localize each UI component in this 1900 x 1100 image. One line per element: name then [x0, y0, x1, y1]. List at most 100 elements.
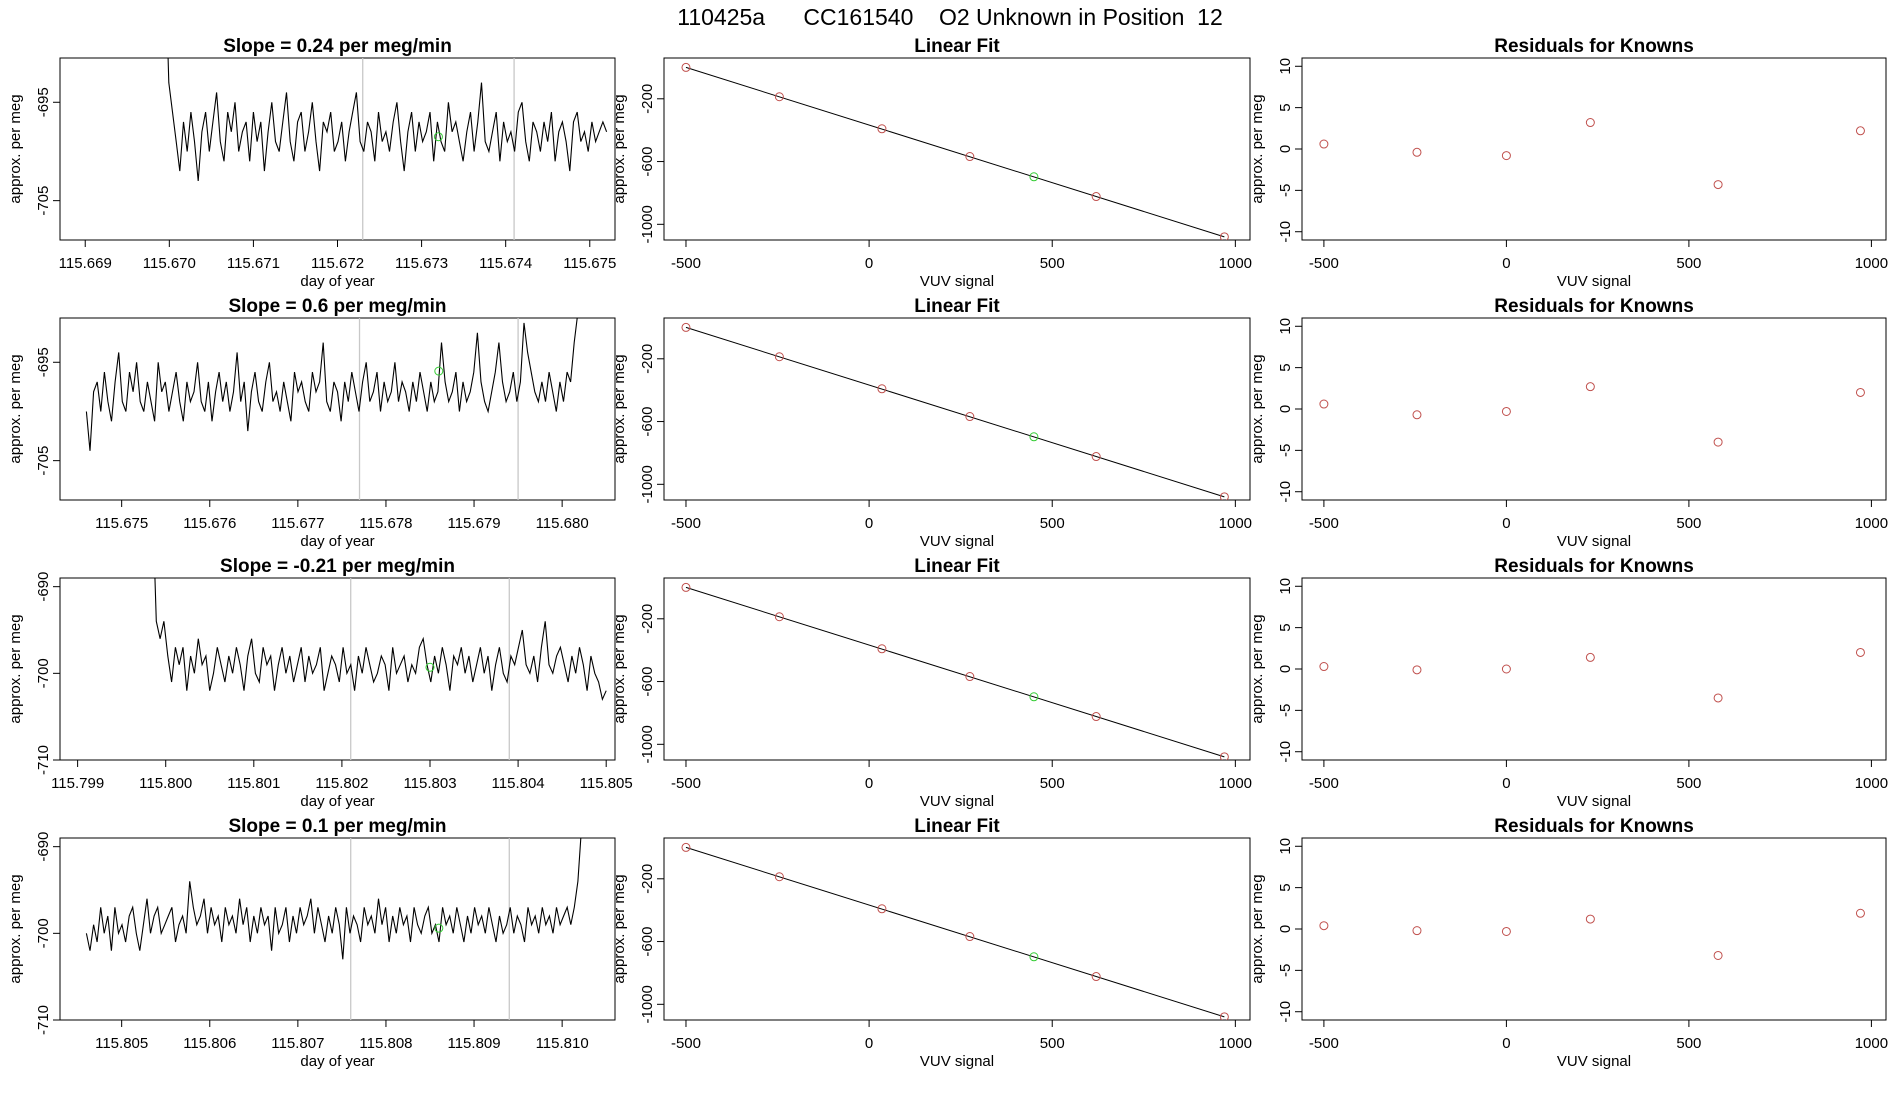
- x-tick-label: 0: [865, 775, 873, 792]
- data-layer: [85, 838, 582, 1020]
- y-axis-label: approx. per meg: [1249, 874, 1266, 983]
- plot-frame: [663, 837, 1251, 1021]
- residual-point: [1412, 410, 1422, 420]
- y-tick-label: -1000: [639, 985, 656, 1023]
- known-point: [965, 152, 975, 162]
- y-tick-label: -10: [1277, 1001, 1294, 1023]
- y-tick-label: -1000: [639, 725, 656, 763]
- x-tick-label: -500: [671, 775, 701, 792]
- y-tick-label: 5: [1277, 363, 1294, 371]
- x-tick-label: 115.808: [359, 1035, 412, 1052]
- x-axis-label: day of year: [300, 273, 374, 290]
- residual-point: [1713, 693, 1723, 703]
- x-tick-label: 115.809: [447, 1035, 500, 1052]
- chart-panel-residuals-3: Residuals for Knowns -500 0 500 1000 VUV sign…: [1249, 556, 1888, 810]
- y-tick-label: -700: [35, 918, 52, 948]
- y-tick-label: -600: [639, 147, 656, 177]
- chart-panel-residuals-1: Residuals for Knowns -500 0 500 1000 VUV sign…: [1249, 36, 1888, 290]
- x-tick-label: 0: [1502, 775, 1510, 792]
- chart-panel-residuals-2: Residuals for Knowns -500 0 500 1000 VUV sign…: [1249, 296, 1888, 550]
- y-tick-label: 0: [1277, 145, 1294, 153]
- y-tick-label: -600: [639, 927, 656, 957]
- x-tick-label: 500: [1676, 1035, 1701, 1052]
- y-tick-label: 0: [1277, 405, 1294, 413]
- y-axis-label: approx. per meg: [611, 614, 628, 723]
- x-tick-label: 115.804: [492, 775, 545, 792]
- data-layer: [681, 842, 1229, 1020]
- x-tick-label: 115.803: [403, 775, 456, 792]
- x-tick-label: 1000: [1855, 255, 1888, 272]
- known-point: [877, 124, 887, 134]
- x-axis-label: day of year: [300, 793, 374, 810]
- x-tick-label: 0: [865, 515, 873, 532]
- known-point: [774, 872, 784, 882]
- data-layer: [681, 582, 1229, 760]
- y-tick-label: -690: [35, 832, 52, 862]
- y-tick-label: -600: [639, 407, 656, 437]
- x-tick-label: 115.674: [479, 255, 532, 272]
- chart-title: Residuals for Knowns: [1494, 816, 1694, 837]
- y-tick-label: -1000: [639, 465, 656, 503]
- x-tick-label: 115.669: [59, 255, 112, 272]
- residual-point: [1585, 652, 1595, 662]
- x-tick-label: 115.679: [447, 515, 500, 532]
- data-layer: [154, 578, 607, 760]
- x-tick-label: 115.806: [183, 1035, 236, 1052]
- known-point: [1219, 752, 1229, 760]
- chart-title: Slope = 0.24 per meg/min: [223, 36, 452, 57]
- y-axis-label: approx. per meg: [7, 614, 24, 723]
- x-tick-label: 500: [1676, 775, 1701, 792]
- y-tick-label: 0: [1277, 665, 1294, 673]
- x-tick-label: -500: [1309, 775, 1339, 792]
- chart-panel-linear_fit-2: Linear Fit -500 0 500 1000 VUV signal -1000 -60…: [611, 296, 1252, 550]
- x-tick-label: 115.802: [315, 775, 368, 792]
- x-tick-label: 0: [865, 255, 873, 272]
- x-tick-label: -500: [671, 1035, 701, 1052]
- x-tick-label: 115.807: [271, 1035, 324, 1052]
- y-tick-label: -5: [1277, 704, 1294, 717]
- x-tick-label: 115.678: [359, 515, 412, 532]
- plot-frame: [663, 57, 1251, 241]
- x-tick-label: 500: [1040, 775, 1065, 792]
- residual-point: [1585, 914, 1595, 924]
- x-tick-label: -500: [1309, 1035, 1339, 1052]
- x-tick-label: 1000: [1219, 1035, 1252, 1052]
- y-tick-label: -5: [1277, 964, 1294, 977]
- residual-point: [1855, 126, 1865, 136]
- plot-frame: [1301, 837, 1887, 1021]
- x-tick-label: 115.676: [183, 515, 236, 532]
- known-point: [1091, 452, 1101, 462]
- x-tick-label: 115.805: [95, 1035, 148, 1052]
- known-point: [877, 644, 887, 654]
- x-tick-label: 1000: [1219, 775, 1252, 792]
- chart-title: Linear Fit: [914, 816, 1000, 837]
- y-tick-label: -710: [35, 1005, 52, 1035]
- data-layer: [681, 62, 1229, 240]
- y-axis-label: approx. per meg: [1249, 614, 1266, 723]
- known-point: [965, 932, 975, 942]
- x-axis-label: VUV signal: [920, 533, 994, 550]
- unknown-marker-point: [433, 132, 443, 142]
- y-tick-label: 0: [1277, 925, 1294, 933]
- plot-frame: [663, 577, 1251, 761]
- data-layer: [1319, 647, 1865, 703]
- residual-point: [1319, 139, 1329, 149]
- y-tick-label: -710: [35, 745, 52, 775]
- x-tick-label: 500: [1676, 515, 1701, 532]
- known-point: [877, 384, 887, 394]
- fit-line: [685, 326, 1225, 498]
- y-tick-label: -10: [1277, 221, 1294, 243]
- known-point: [1219, 1012, 1229, 1020]
- known-point: [965, 412, 975, 422]
- plot-frame: [663, 317, 1251, 501]
- y-axis-label: approx. per meg: [7, 354, 24, 463]
- x-tick-label: -500: [671, 255, 701, 272]
- data-layer: [1319, 908, 1865, 960]
- y-tick-label: -10: [1277, 741, 1294, 763]
- residual-point: [1855, 387, 1865, 397]
- y-tick-label: 10: [1277, 578, 1294, 595]
- unknown-point: [1029, 952, 1039, 962]
- y-tick-label: -5: [1277, 444, 1294, 457]
- chart-panel-timeseries-3: Slope = -0.21 per meg/min 115.799 115.800 1…: [7, 556, 633, 810]
